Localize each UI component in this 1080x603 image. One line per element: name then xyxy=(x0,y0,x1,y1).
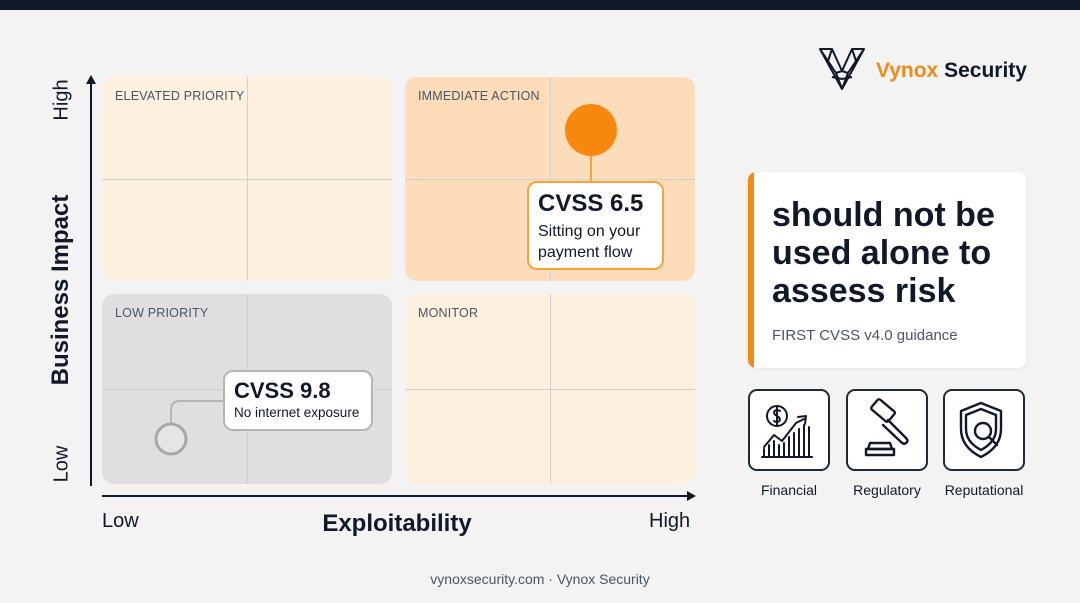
callout-score: CVSS 6.5 xyxy=(538,190,644,217)
quote-accent-bar xyxy=(748,172,754,368)
quadrant-label: ELEVATED PRIORITY xyxy=(115,89,245,103)
quote-text: should not be used alone to assess risk xyxy=(772,196,995,310)
marker-cvss-9-8 xyxy=(154,422,188,456)
brand-name: Vynox Security xyxy=(876,59,1027,83)
reputational-icon-box xyxy=(943,389,1025,471)
quote-card: should not be used alone to assess risk … xyxy=(748,172,1026,368)
marker-cvss-6-5 xyxy=(565,104,617,156)
top-bar xyxy=(0,0,1080,10)
callout-score: CVSS 9.8 xyxy=(234,378,331,403)
footer-text: vynoxsecurity.com · Vynox Security xyxy=(430,571,650,587)
quadrant-label: LOW PRIORITY xyxy=(115,306,209,320)
shield-search-icon xyxy=(959,401,1003,459)
brand-name-part-2: Security xyxy=(944,59,1027,82)
x-tick-low: Low xyxy=(102,510,139,532)
callout-description-line-2: payment flow xyxy=(538,244,633,261)
quadrant-elevated-priority: ELEVATED PRIORITY xyxy=(102,77,392,281)
risk-label-reputational: Reputational xyxy=(944,482,1024,498)
gavel-icon xyxy=(864,398,909,457)
x-tick-high: High xyxy=(649,510,691,532)
risk-label-regulatory: Regulatory xyxy=(853,482,921,498)
financial-growth-icon xyxy=(761,405,813,458)
connector-line-cvss-9-8 xyxy=(170,400,225,424)
financial-icon-box xyxy=(748,389,830,471)
callout-cvss-6-5: CVSS 6.5 Sitting on your payment flow xyxy=(527,181,664,270)
callout-description: No internet exposure xyxy=(234,405,360,420)
x-axis-label: Exploitability xyxy=(322,510,472,537)
quote-source: FIRST CVSS v4.0 guidance xyxy=(772,327,958,344)
callout-description-line-1: Sitting on your xyxy=(538,223,641,240)
brand-logo: Vynox Security xyxy=(818,47,1038,91)
risk-label-financial: Financial xyxy=(760,482,818,498)
v-mesh-logo-icon xyxy=(819,48,865,90)
callout-description: Sitting on your payment flow xyxy=(538,221,662,263)
quadrant-label: MONITOR xyxy=(418,306,479,320)
brand-name-part-1: Vynox xyxy=(876,59,939,82)
regulatory-icon-box xyxy=(846,389,928,471)
quadrant-monitor: MONITOR xyxy=(405,294,695,484)
callout-cvss-9-8: CVSS 9.8 No internet exposure xyxy=(223,370,373,431)
quadrant-label: IMMEDIATE ACTION xyxy=(418,89,540,103)
